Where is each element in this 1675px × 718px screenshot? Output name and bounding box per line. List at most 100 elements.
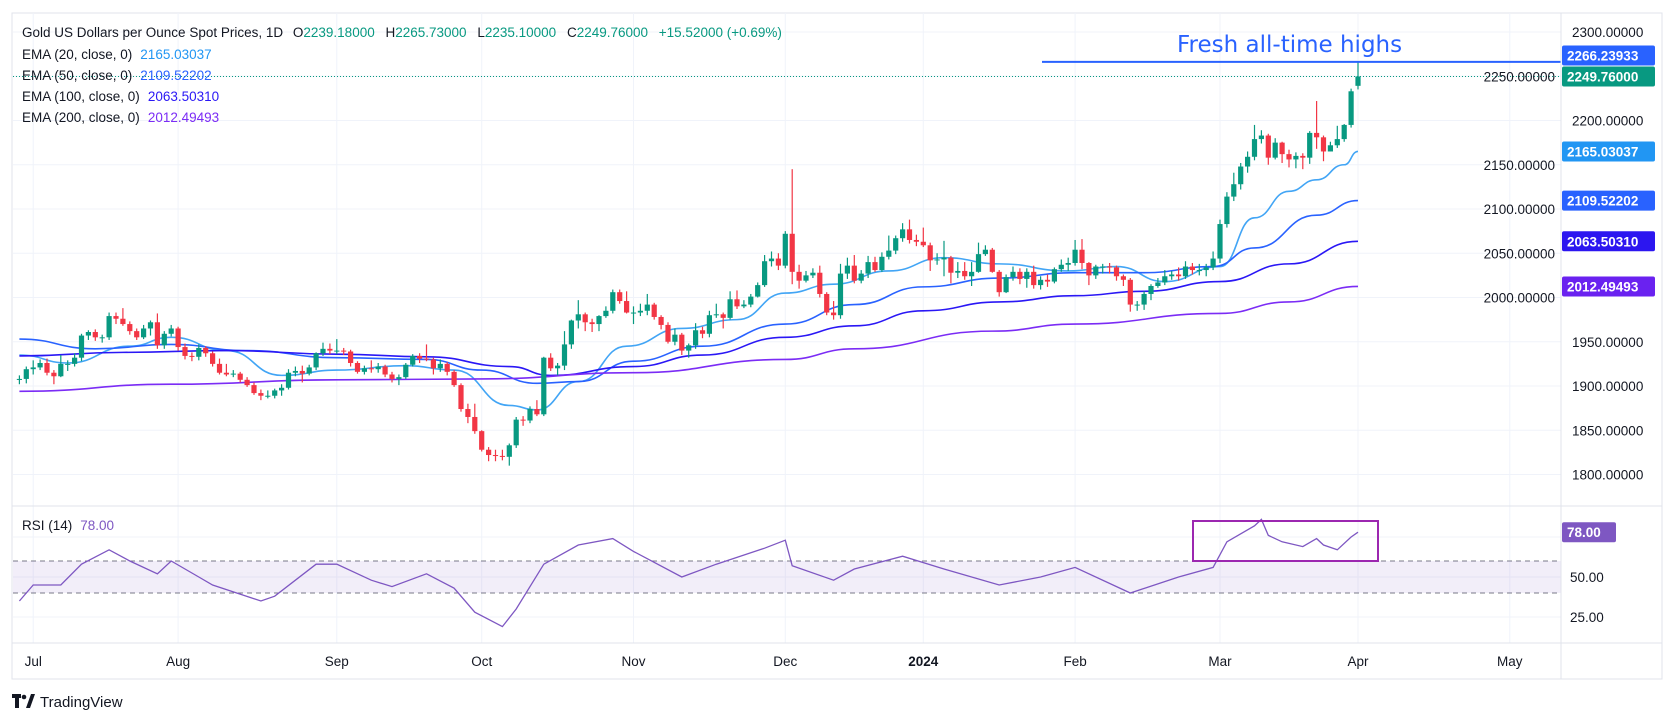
candle xyxy=(789,169,795,285)
candle xyxy=(1162,270,1168,286)
rsi-value: 78.00 xyxy=(80,518,114,533)
candle-body xyxy=(610,292,616,311)
candle xyxy=(1017,268,1023,285)
legend-symbol-row[interactable]: Gold US Dollars per Ounce Spot Prices, 1… xyxy=(22,25,782,40)
candle xyxy=(403,362,409,379)
candle xyxy=(51,370,57,385)
svg-text:2012.49493: 2012.49493 xyxy=(1567,279,1639,294)
candle xyxy=(1148,284,1154,301)
candle-body xyxy=(182,347,188,356)
candle xyxy=(437,359,443,372)
candle xyxy=(230,370,236,378)
candle xyxy=(444,362,450,376)
candle-body xyxy=(279,387,285,391)
high-label: H xyxy=(385,25,395,40)
price-tick-label: 2050.00000 xyxy=(1484,246,1555,261)
ema-lines xyxy=(19,150,1359,411)
candle xyxy=(1031,265,1037,289)
time-tick-label: May xyxy=(1497,654,1523,669)
candle-body xyxy=(865,262,871,274)
candle-body xyxy=(361,368,367,372)
legend-ema200[interactable]: EMA (200, close, 0) 2012.49493 xyxy=(22,110,219,125)
candle xyxy=(389,371,395,383)
candle-body xyxy=(810,272,816,276)
candle xyxy=(1058,259,1064,272)
legend-ema100[interactable]: EMA (100, close, 0) 2063.50310 xyxy=(22,89,219,104)
candle xyxy=(1176,267,1182,281)
candle xyxy=(1327,141,1333,152)
candle-body xyxy=(651,304,657,317)
candle xyxy=(610,289,616,314)
open-label: O xyxy=(293,25,304,40)
tradingview-logo[interactable]: TradingView xyxy=(12,694,123,711)
candle xyxy=(824,292,830,316)
candle-body xyxy=(285,372,292,388)
candle-body xyxy=(948,257,954,273)
candle-body xyxy=(879,256,885,271)
open-value: 2239.18000 xyxy=(303,25,374,40)
legend-ema20[interactable]: EMA (20, close, 0) 2165.03037 xyxy=(22,47,212,62)
candle-body xyxy=(679,334,685,351)
candle xyxy=(1086,262,1092,286)
candle xyxy=(900,223,906,242)
candle-body xyxy=(548,357,554,369)
candle-body xyxy=(969,271,975,277)
candle-body xyxy=(796,271,802,281)
candle-body xyxy=(244,379,250,386)
price-tick-label: 2200.00000 xyxy=(1572,114,1643,129)
candle xyxy=(837,263,844,319)
candle xyxy=(782,231,788,269)
candle-body xyxy=(900,229,906,239)
candle-body xyxy=(1210,258,1216,268)
time-axis[interactable]: Jul Aug Sep Oct Nov Dec 2024 Feb Mar Apr May xyxy=(25,654,1523,669)
candle-body xyxy=(782,233,788,266)
candle-body xyxy=(334,350,340,352)
legend-ema50[interactable]: EMA (50, close, 0) 2109.52202 xyxy=(22,68,212,83)
candle-body xyxy=(423,358,430,360)
candle-body xyxy=(1134,304,1140,306)
candle xyxy=(279,384,285,396)
candle xyxy=(44,358,50,376)
time-tick-label: Mar xyxy=(1208,654,1232,669)
candle xyxy=(327,343,333,355)
candle-body xyxy=(216,363,223,373)
candle xyxy=(58,355,64,378)
candle xyxy=(686,343,692,358)
candle xyxy=(154,313,160,349)
candle xyxy=(1169,270,1175,280)
candle xyxy=(637,303,643,317)
candle-body xyxy=(561,344,568,366)
candle xyxy=(893,235,899,255)
candle-body xyxy=(1003,277,1009,293)
candle xyxy=(817,265,823,298)
candle-body xyxy=(568,320,574,345)
candle xyxy=(1348,88,1354,128)
candle xyxy=(161,331,167,349)
candle-body xyxy=(741,304,747,307)
legend-rsi[interactable]: RSI (14) 78.00 xyxy=(22,518,114,533)
candle xyxy=(775,253,781,271)
close-label: C xyxy=(567,25,577,40)
candle-body xyxy=(1127,279,1133,305)
candle xyxy=(499,449,505,461)
candle-body xyxy=(65,363,71,365)
candle xyxy=(1272,138,1278,160)
candle-body xyxy=(913,239,919,242)
candle-body xyxy=(1300,155,1306,158)
close-value: 2249.76000 xyxy=(577,25,648,40)
svg-text:2165.03037: 2165.03037 xyxy=(1567,144,1638,159)
price-axis[interactable]: 1800.00000 1850.00000 1900.00000 1950.00000… xyxy=(1484,25,1644,625)
candle xyxy=(216,358,223,375)
candle-body xyxy=(672,334,678,342)
candle-body xyxy=(78,335,85,358)
candle xyxy=(292,366,298,377)
candle xyxy=(168,324,174,337)
candle xyxy=(727,291,733,320)
candle-body xyxy=(189,355,195,357)
annotation-text: Fresh all-time highs xyxy=(1177,32,1402,58)
low-value: 2235.10000 xyxy=(485,25,556,40)
candle-body xyxy=(996,271,1002,293)
candle xyxy=(1279,141,1285,163)
candle-body xyxy=(658,316,664,325)
